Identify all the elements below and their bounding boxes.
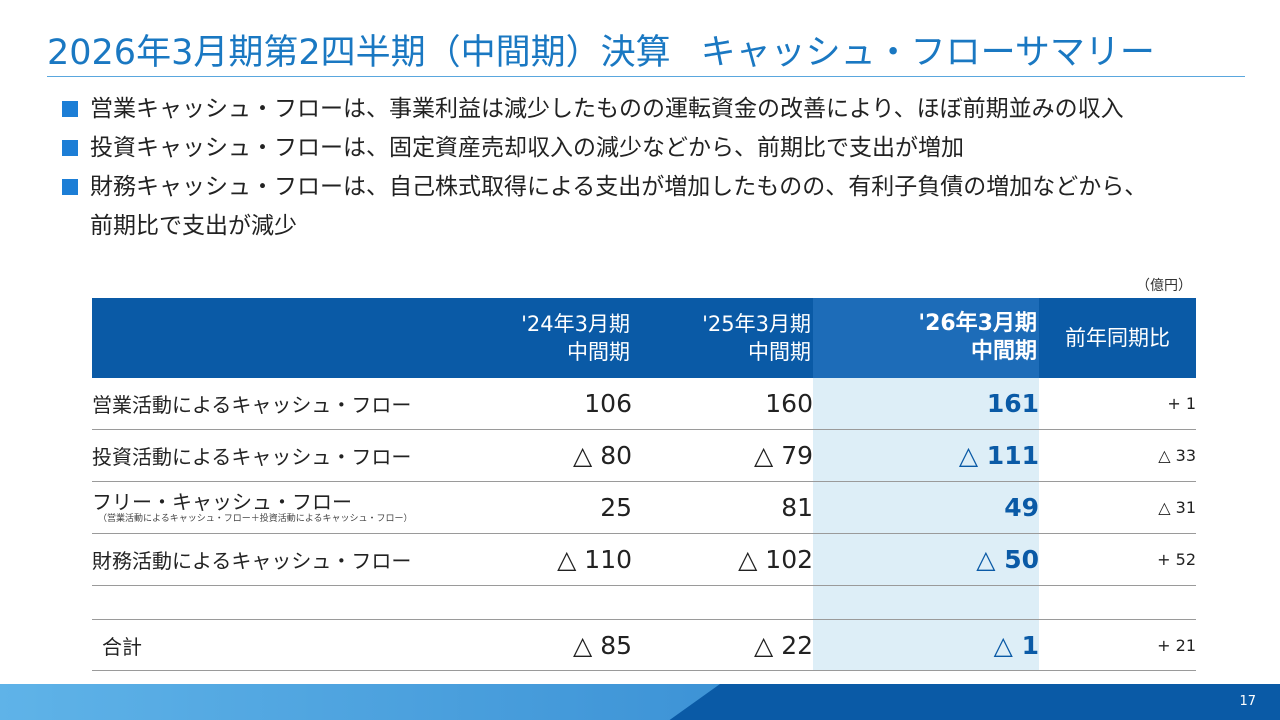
header-blank (92, 298, 452, 378)
bullet-item: 財務キャッシュ・フローは、自己株式取得による支出が増加したものの、有利子負債の増… (62, 168, 1252, 246)
bullet-square-icon (62, 101, 78, 117)
title-divider (47, 76, 1245, 77)
bullet-item: 投資キャッシュ・フローは、固定資産売却収入の減少などから、前期比で支出が増加 (62, 129, 1252, 168)
total-label: 合計 (92, 619, 452, 671)
title-main: 2026年3月期第2四半期（中間期）決算 (47, 33, 671, 73)
table-row: 投資活動によるキャッシュ・フロー △ 80 △ 79 △ 111 △ 33 (92, 429, 1196, 482)
cell-fy24: △ 110 (452, 533, 632, 586)
bullet-text: 財務キャッシュ・フローは、自己株式取得による支出が増加したものの、有利子負債の増… (90, 174, 1148, 200)
cell-fy25: △ 102 (632, 533, 813, 586)
table-total-row: 合計 △ 85 △ 22 △ 1 + 21 (92, 619, 1196, 671)
header-fy26: '26年3月期 中間期 (813, 298, 1039, 378)
cell-fy25: △ 79 (632, 429, 813, 482)
cash-flow-table: '24年3月期 中間期 '25年3月期 中間期 '26年3月期 中間期 前年同期比 営… (92, 298, 1196, 671)
row-label-note: （営業活動によるキャッシュ・フロー＋投資活動によるキャッシュ・フロー） (98, 514, 413, 524)
bullet-square-icon (62, 179, 78, 195)
title-sub: キャッシュ・フローサマリー (700, 33, 1155, 73)
cell-fy25: 160 (632, 378, 813, 430)
bullet-list: 営業キャッシュ・フローは、事業利益は減少したものの運転資金の改善により、ほぼ前期… (62, 90, 1252, 246)
table-header-row: '24年3月期 中間期 '25年3月期 中間期 '26年3月期 中間期 前年同期比 (92, 298, 1196, 378)
page-number: 17 (1239, 694, 1256, 709)
total-fy24: △ 85 (452, 619, 632, 671)
page-title: 2026年3月期第2四半期（中間期）決算 キャッシュ・フローサマリー (47, 24, 1155, 75)
total-fy26: △ 1 (813, 619, 1039, 671)
row-label: 財務活動によるキャッシュ・フロー (92, 533, 452, 586)
header-yoy: 前年同期比 (1039, 298, 1196, 378)
table-row: 財務活動によるキャッシュ・フロー △ 110 △ 102 △ 50 + 52 (92, 533, 1196, 586)
row-label: 投資活動によるキャッシュ・フロー (92, 429, 452, 482)
bullet-text-continued: 前期比で支出が減少 (90, 213, 297, 239)
row-label: 営業活動によるキャッシュ・フロー (92, 378, 452, 430)
bullet-text: 投資キャッシュ・フローは、固定資産売却収入の減少などから、前期比で支出が増加 (90, 135, 964, 161)
cell-fy24: △ 80 (452, 429, 632, 482)
total-yoy: + 21 (1039, 619, 1196, 671)
cell-fy26: △ 111 (813, 429, 1039, 482)
cell-yoy: △ 31 (1039, 481, 1196, 534)
cell-fy26: 49 (813, 481, 1039, 534)
header-fy25: '25年3月期 中間期 (632, 298, 813, 378)
cell-yoy: + 52 (1039, 533, 1196, 586)
cell-yoy: △ 33 (1039, 429, 1196, 482)
cell-fy24: 106 (452, 378, 632, 430)
cell-fy25: 81 (632, 481, 813, 534)
total-fy25: △ 22 (632, 619, 813, 671)
table-spacer-row (92, 585, 1196, 620)
row-label-main: フリー・キャッシュ・フロー (92, 490, 352, 514)
bullet-square-icon (62, 140, 78, 156)
bullet-item: 営業キャッシュ・フローは、事業利益は減少したものの運転資金の改善により、ほぼ前期… (62, 90, 1252, 129)
cell-fy24: 25 (452, 481, 632, 534)
cell-fy26: 161 (813, 378, 1039, 430)
header-fy24: '24年3月期 中間期 (452, 298, 632, 378)
bullet-text: 営業キャッシュ・フローは、事業利益は減少したものの運転資金の改善により、ほぼ前期… (90, 96, 1124, 122)
unit-label: （億円） (1136, 278, 1192, 294)
cell-yoy: + 1 (1039, 378, 1196, 430)
table-row: フリー・キャッシュ・フロー （営業活動によるキャッシュ・フロー＋投資活動によるキ… (92, 481, 1196, 534)
cell-fy26: △ 50 (813, 533, 1039, 586)
footer-band (0, 684, 1280, 720)
row-label: フリー・キャッシュ・フロー （営業活動によるキャッシュ・フロー＋投資活動によるキ… (92, 481, 452, 534)
table-row: 営業活動によるキャッシュ・フロー 106 160 161 + 1 (92, 378, 1196, 430)
footer-accent (0, 684, 720, 720)
